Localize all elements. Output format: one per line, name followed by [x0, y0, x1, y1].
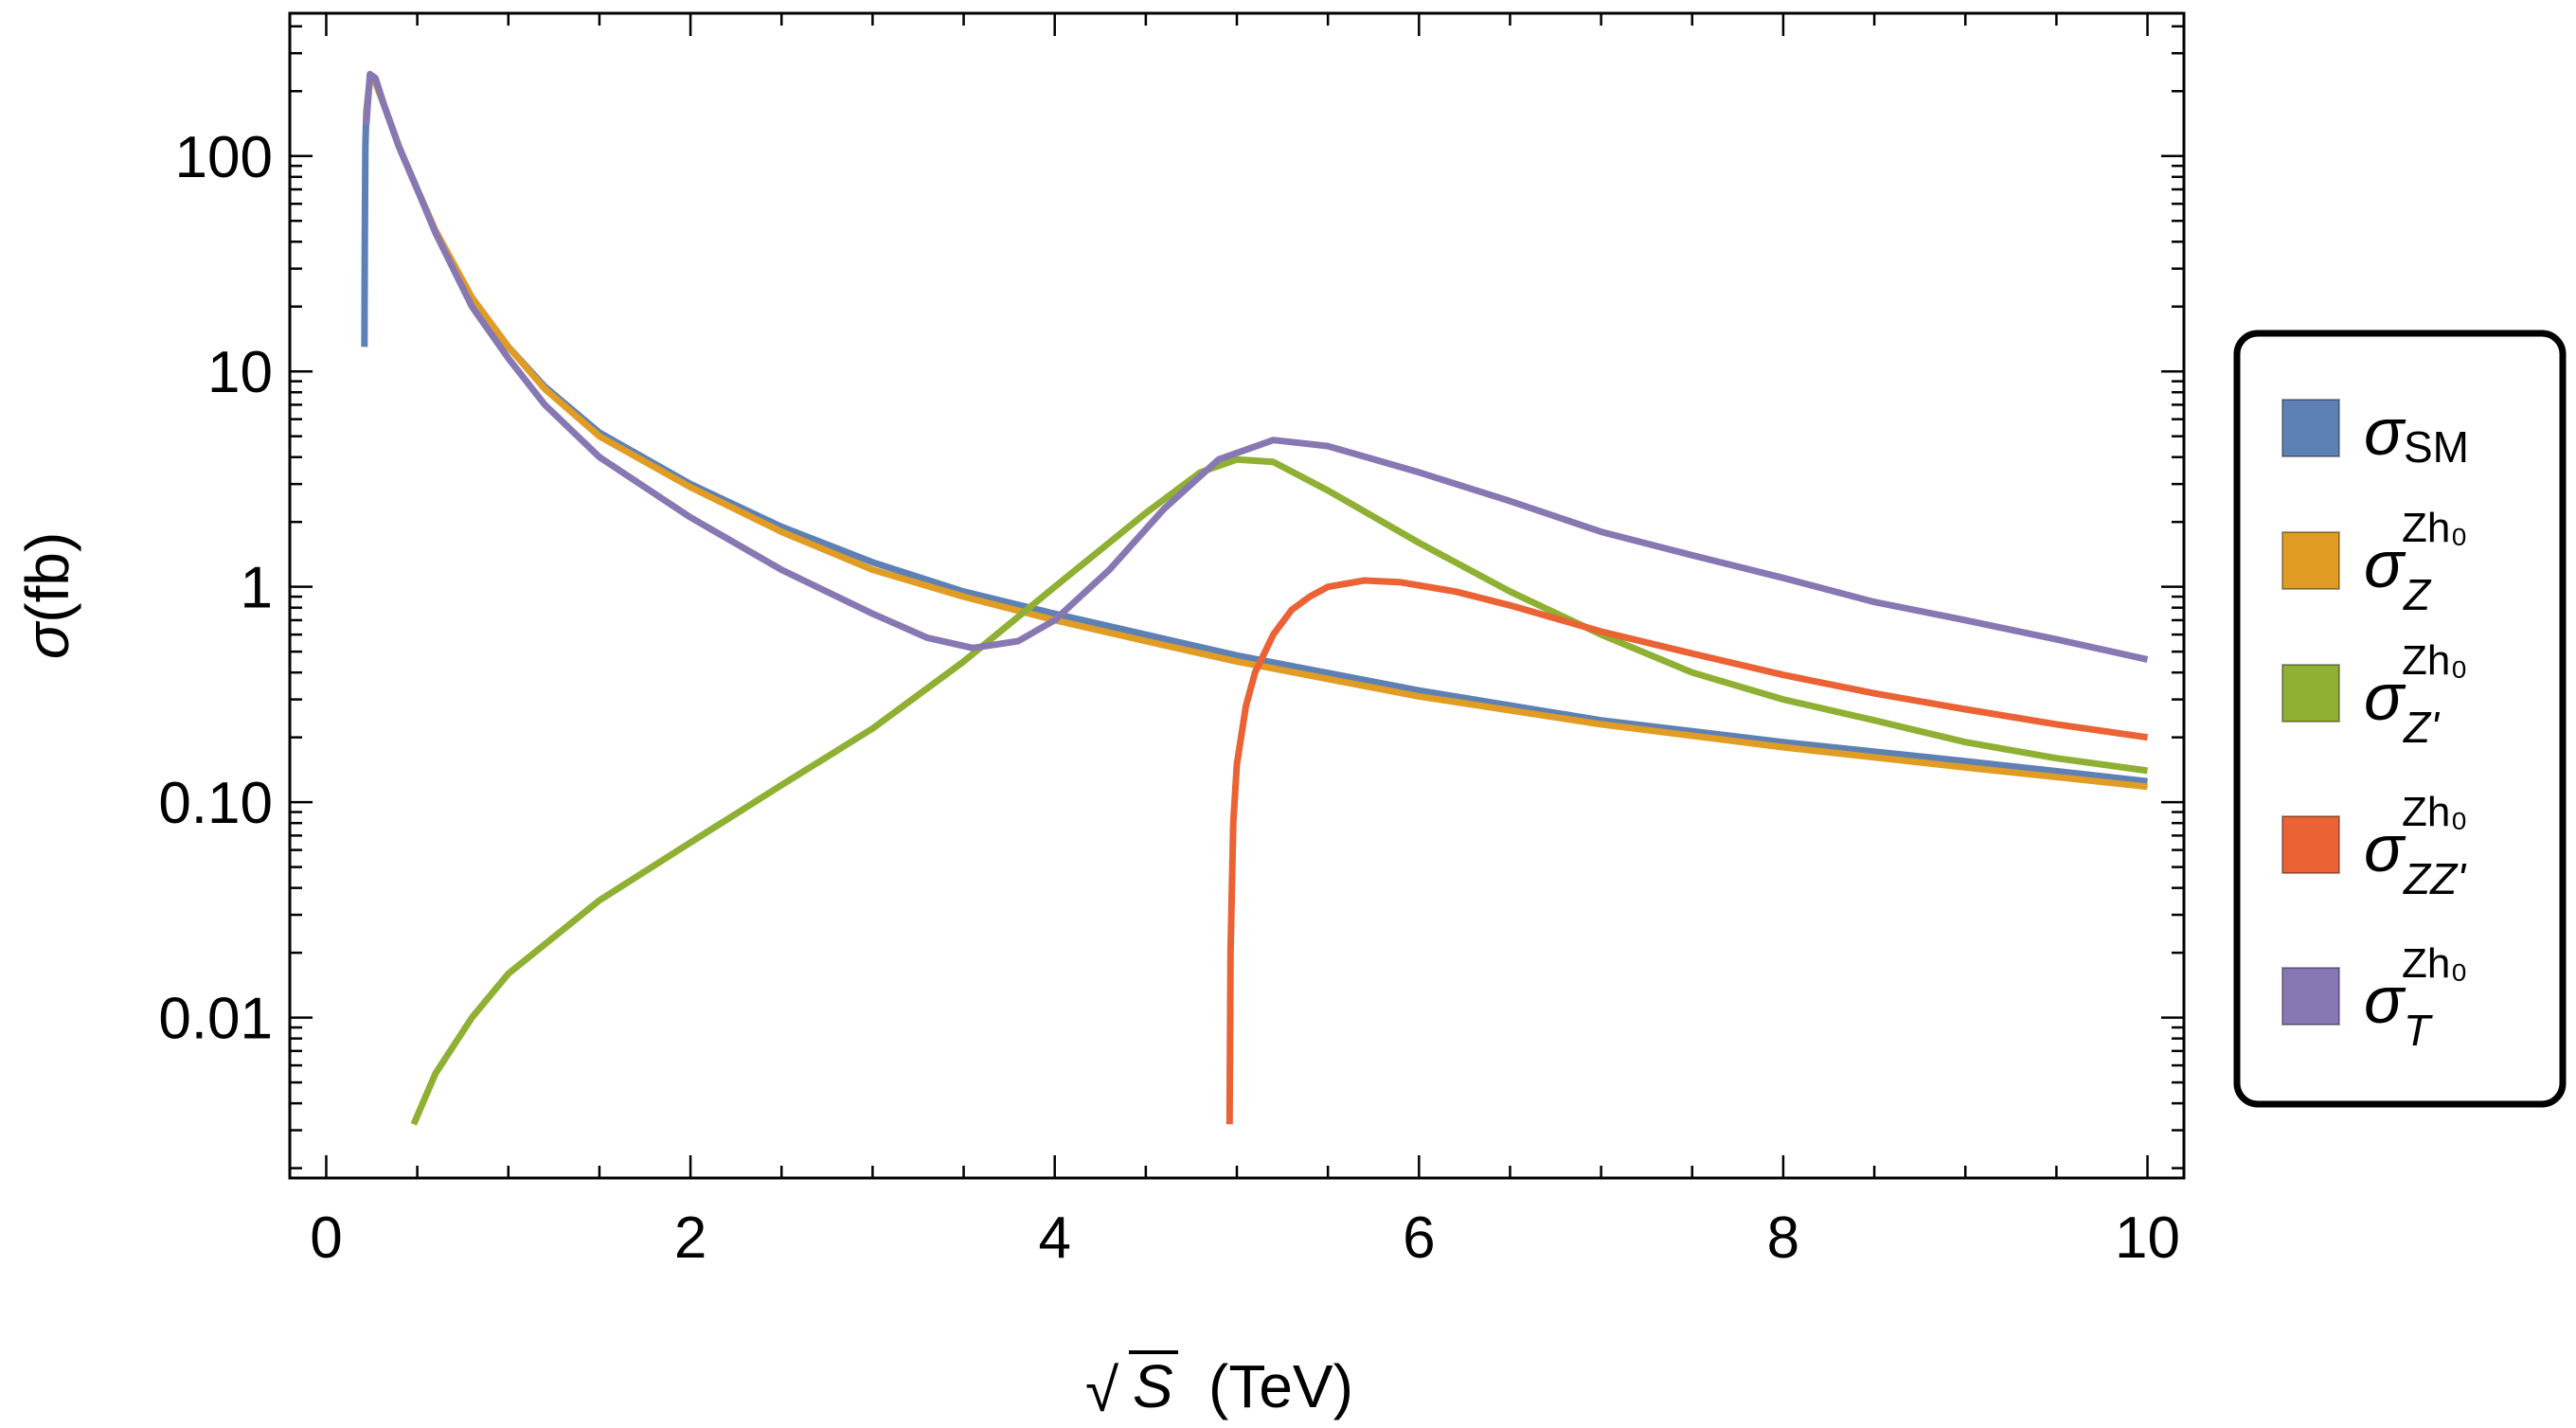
x-tick-label: 10: [2115, 1205, 2180, 1271]
series-line-t: [363, 70, 2149, 663]
legend-item-sm: σ SM: [2281, 395, 2469, 472]
legend-box: [2233, 330, 2567, 1108]
x-tick-label: 8: [1767, 1205, 1799, 1271]
legend-swatch: [2281, 664, 2340, 723]
legend-subscript: T: [2404, 1006, 2433, 1055]
y-tick-label: 10: [207, 340, 273, 405]
axis-tick-labels: 0 2 4 6 8 10 0.01 0.10 1 10 100: [158, 125, 2180, 1271]
series-lines: [361, 70, 2149, 1126]
legend-superscript: Zh₀: [2402, 505, 2468, 551]
y-tick-label: 1: [241, 556, 273, 621]
x-tick-label: 4: [1038, 1205, 1070, 1271]
legend-symbol: σ: [2364, 660, 2406, 734]
legend-subscript: Z': [2403, 703, 2441, 752]
y-tick-label: 100: [175, 125, 273, 190]
y-axis-title-symbol: σ: [13, 620, 81, 659]
legend-symbol: σ: [2364, 963, 2406, 1037]
axis-ticks: [290, 13, 2184, 1178]
y-tick-label: 0.10: [158, 771, 273, 836]
y-tick-label: 0.01: [158, 987, 273, 1052]
x-axis-title: √ S (TeV): [1085, 1350, 1353, 1424]
series-line-zzp: [1225, 577, 2148, 1125]
x-tick-label: 6: [1403, 1205, 1435, 1271]
x-axis-title-unit: (TeV): [1208, 1352, 1353, 1420]
legend-symbol: σ: [2364, 812, 2406, 885]
legend-superscript: Zh₀: [2402, 940, 2468, 987]
legend-swatch: [2281, 815, 2340, 874]
legend-symbol: σ: [2364, 395, 2406, 469]
x-axis-title-variable: S: [1133, 1352, 1173, 1420]
legend-superscript: Zh₀: [2402, 637, 2468, 684]
legend-superscript: Zh₀: [2402, 789, 2468, 835]
legend-subscript: Z: [2403, 570, 2432, 619]
x-tick-label: 2: [674, 1205, 707, 1271]
legend-symbol: σ: [2364, 527, 2406, 601]
series-line-z: [363, 75, 2148, 791]
legend-swatch: [2281, 967, 2340, 1026]
legend-subscript: SM: [2404, 422, 2469, 472]
y-axis-title: σ(fb): [13, 532, 81, 660]
x-axis-title-radical: √: [1085, 1356, 1119, 1424]
legend-subscript: ZZ': [2403, 854, 2467, 903]
legend-swatch: [2281, 399, 2340, 457]
x-tick-label: 0: [310, 1205, 342, 1271]
y-axis-title-unit: (fb): [13, 532, 81, 623]
series-line-zp: [410, 455, 2148, 1126]
plot-frame: [288, 11, 2186, 1180]
legend-swatch: [2281, 531, 2340, 590]
